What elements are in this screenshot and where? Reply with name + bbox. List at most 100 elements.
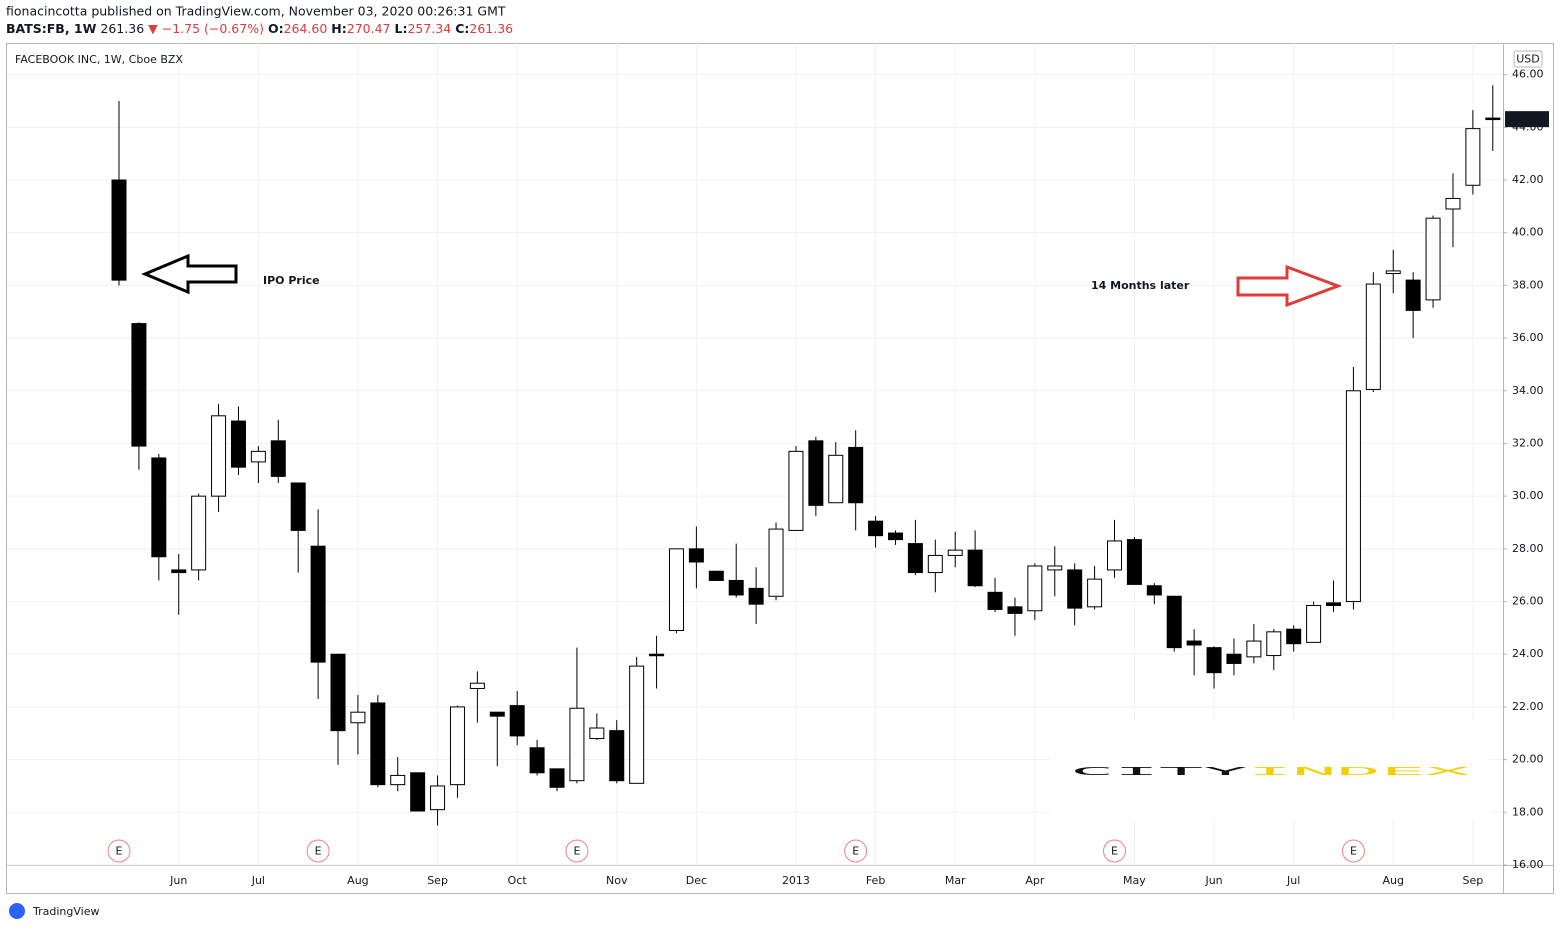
ohlc-key: C:: [455, 21, 469, 36]
candle-body: [310, 545, 326, 663]
ohlc-value: 257.34: [407, 21, 451, 36]
logo: CITY INDEX: [1070, 765, 1472, 778]
candle-body: [1326, 602, 1342, 606]
candle-body: [111, 179, 127, 281]
x-tick-label: Jul: [251, 874, 265, 887]
x-tick-label: Jun: [169, 874, 187, 887]
candle-body: [1465, 128, 1481, 186]
y-tick-label: 46.00: [1512, 68, 1544, 81]
candle-body: [529, 747, 545, 774]
x-tick-label: Apr: [1025, 874, 1045, 887]
x-tick-label: Feb: [866, 874, 885, 887]
byline: fionacincotta published on TradingView.c…: [6, 4, 506, 19]
candle-body: [987, 591, 1003, 610]
earnings-marker: [1341, 839, 1365, 863]
y-tick-label: 38.00: [1512, 278, 1544, 291]
candle-body: [688, 548, 704, 563]
candle-body: [370, 702, 386, 786]
candle-body: [708, 570, 724, 581]
earnings-label: E: [1350, 845, 1357, 858]
candle-body: [1425, 217, 1441, 301]
footer-icon: [9, 903, 25, 919]
candle-body: [788, 450, 804, 531]
y-tick-label: 34.00: [1512, 384, 1544, 397]
x-tick-label: Jul: [1286, 874, 1300, 887]
x-tick-label: Dec: [686, 874, 707, 887]
candle-body: [1027, 565, 1043, 612]
y-tick-label: 42.00: [1512, 173, 1544, 186]
ohlc-value: 270.47: [347, 21, 391, 36]
candle-body: [1126, 539, 1142, 585]
candle-body: [1007, 606, 1023, 614]
y-tick-label: 28.00: [1512, 542, 1544, 555]
candle-body: [907, 543, 923, 574]
candle-body: [768, 528, 784, 597]
candle-body: [151, 457, 167, 558]
earnings-marker: [565, 839, 589, 863]
chart-frame: [6, 43, 1554, 894]
candle-body: [1445, 197, 1461, 210]
y-tick-label: 22.00: [1512, 700, 1544, 713]
candle-body: [1405, 279, 1421, 311]
x-tick-label: Oct: [508, 874, 528, 887]
logo-dark: CITY: [1070, 765, 1250, 778]
symbol: BATS:FB, 1W: [6, 21, 97, 36]
y-tick-label: 16.00: [1512, 858, 1544, 871]
y-tick-label: 18.00: [1512, 805, 1544, 818]
candle-body: [489, 711, 505, 717]
earnings-marker: [844, 839, 868, 863]
ipo-arrow: [141, 253, 238, 295]
candle-body: [1047, 565, 1063, 571]
last-price: 261.36: [100, 21, 144, 36]
candle-body: [1385, 270, 1401, 275]
footer-brand: TradingView: [9, 903, 99, 919]
x-tick-label: Mar: [945, 874, 966, 887]
candle-body: [1186, 640, 1202, 646]
candle-body: [211, 415, 227, 497]
y-tick-label: 30.00: [1512, 489, 1544, 502]
x-tick-label: Aug: [1382, 874, 1403, 887]
candle-body: [1365, 283, 1381, 390]
earnings-marker: [1103, 839, 1126, 863]
candle-body: [947, 549, 963, 556]
y-tick-label: 26.00: [1512, 595, 1544, 608]
chart-legend: FACEBOOK INC, 1W, Cboe BZX: [15, 53, 183, 66]
last-price-label: 44.31: [1512, 113, 1547, 126]
y-tick-label: 32.00: [1512, 436, 1544, 449]
x-tick-label: Nov: [606, 874, 628, 887]
currency-box: [1513, 50, 1543, 68]
x-tick-label: 2013: [782, 874, 810, 887]
candle-body: [927, 554, 943, 574]
later-arrow: [1236, 264, 1343, 308]
candle-body: [131, 323, 147, 447]
candle-body: [569, 707, 585, 782]
x-tick-label: Jun: [1204, 874, 1222, 887]
candle-body: [1067, 569, 1083, 609]
earnings-label: E: [315, 845, 322, 858]
y-tick-label: 40.00: [1512, 226, 1544, 239]
change: ▼ −1.75 (−0.67%): [148, 21, 264, 36]
earnings-label: E: [573, 845, 580, 858]
candle-body: [230, 420, 246, 468]
candle-body: [629, 665, 645, 784]
candle-body: [1107, 540, 1122, 571]
candle-body: [1345, 390, 1361, 603]
y-tick-label: 24.00: [1512, 647, 1544, 660]
ohlc-key: O:: [268, 21, 284, 36]
earnings-marker: [306, 839, 330, 863]
symbol-line: BATS:FB, 1W 261.36 ▼ −1.75 (−0.67%) O:26…: [6, 21, 513, 36]
candle-body: [1246, 640, 1262, 658]
candle-body: [1087, 578, 1103, 608]
earnings-label: E: [852, 845, 859, 858]
candle-body: [390, 774, 406, 786]
candle-body: [1266, 631, 1282, 657]
last-price-tag: [1505, 111, 1549, 128]
candle-body: [330, 653, 346, 732]
logo-bright: INDEX: [1248, 765, 1473, 778]
candle-body: [449, 706, 465, 786]
candle-body: [1206, 647, 1222, 674]
candle-body: [1485, 117, 1501, 121]
candle-body: [1306, 604, 1322, 643]
candle-body: [290, 482, 306, 531]
